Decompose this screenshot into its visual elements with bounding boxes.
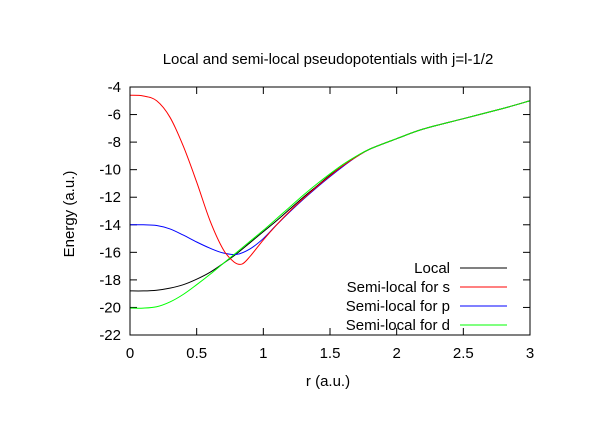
- x-tick-label: 0.5: [186, 345, 207, 362]
- x-axis-label: r (a.u.): [306, 373, 350, 390]
- x-tick-label: 1: [259, 345, 267, 362]
- y-tick-label: -10: [99, 162, 121, 179]
- legend-label: Semi-local for s: [347, 279, 450, 296]
- y-tick-label: -18: [99, 272, 121, 289]
- plot-frame: [129, 86, 531, 336]
- y-tick-label: -12: [99, 189, 121, 206]
- y-tick-label: -22: [99, 327, 121, 344]
- y-tick-label: -4: [108, 79, 121, 96]
- y-tick-label: -6: [108, 107, 121, 124]
- y-tick-label: -8: [108, 134, 121, 151]
- y-axis-label: Energy (a.u.): [61, 171, 78, 258]
- y-tick-label: -20: [99, 299, 121, 316]
- x-tick-label: 1.5: [320, 345, 341, 362]
- legend-label: Local: [414, 260, 450, 277]
- x-tick-label: 2.5: [453, 345, 474, 362]
- x-tick-label: 2: [392, 345, 400, 362]
- legend: Local Semi-local for s Semi-local for p Sem…: [346, 260, 507, 334]
- legend-label: Semi-local for p: [346, 298, 450, 315]
- series-lines: [129, 94, 531, 309]
- x-tick-label: 0: [126, 345, 134, 362]
- x-tick-label: 3: [526, 345, 534, 362]
- y-tick-label: -16: [99, 244, 121, 261]
- series-line-3: [129, 100, 531, 309]
- y-tick-label: -14: [99, 217, 121, 234]
- legend-label: Semi-local for d: [346, 317, 450, 334]
- chart-title: Local and semi-local pseudopotentials wi…: [163, 51, 494, 68]
